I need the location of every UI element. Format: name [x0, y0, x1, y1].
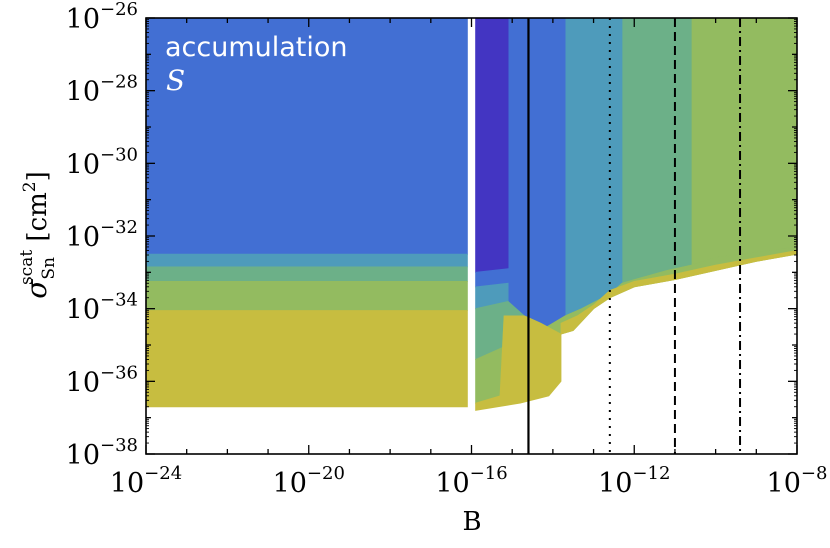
y-tick-label: 10−32: [66, 217, 138, 253]
axis-ticks: [145, 17, 798, 455]
y-label-sub: Sn: [39, 257, 59, 280]
x-tick-label: 10−8: [767, 463, 828, 499]
y-tick-label: 10−34: [66, 290, 138, 326]
x-axis-label: B: [462, 507, 481, 537]
annotation-line1: accumulation: [165, 32, 348, 63]
contour-region-level3: [145, 253, 468, 268]
reference-lines: [527, 18, 742, 454]
contour-region-level4: [145, 266, 468, 282]
y-tick-label: 10−38: [66, 435, 138, 471]
contour-region-level2: [507, 17, 566, 354]
y-tick-label: 10−28: [66, 72, 138, 108]
annotation-line2: S: [166, 64, 185, 97]
y-tick-labels: 10−38 10−36 10−34 10−32 10−30 10−28 10−26: [66, 0, 138, 471]
x-tick-label: 10−12: [598, 463, 670, 499]
contour-region-level4: [621, 17, 692, 284]
contour-region-level3: [564, 17, 623, 317]
x-tick-label: 10−16: [435, 463, 507, 499]
contour-region-level5: [690, 17, 798, 266]
x-tick-label: 10−24: [110, 463, 182, 499]
y-tick-label: 10−36: [66, 362, 138, 398]
contour-region-level6: [145, 310, 468, 408]
y-label-sup: scat: [17, 250, 37, 285]
x-tick-label: 10−20: [273, 463, 345, 499]
y-label-unit-power: 2: [20, 181, 40, 192]
y-label-unit-close: ]: [23, 171, 53, 181]
y-label-symbol: σ: [20, 279, 53, 299]
x-tick-labels: 10−24 10−20 10−16 10−12 10−8: [110, 463, 828, 499]
y-tick-label: 10−26: [66, 0, 138, 35]
plot-regions: [145, 17, 798, 411]
y-label-unit-open: [cm: [23, 192, 53, 250]
y-axis-label: σSnscat [cm2]: [17, 171, 59, 299]
y-tick-label: 10−30: [66, 144, 138, 180]
contour-region-level1: [475, 17, 509, 273]
contour-region-level5: [145, 280, 468, 311]
